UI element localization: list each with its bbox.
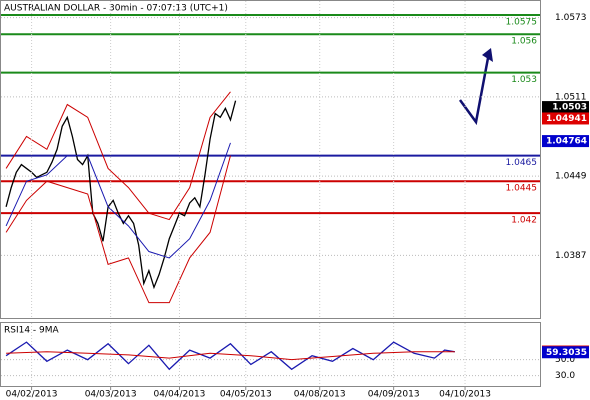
y-tick-label: 50.0 [555,355,575,365]
price-marker-label: 1.04941 [546,114,587,124]
price-marker [542,135,589,148]
series-line [5,100,237,290]
level-label: 1.0445 [506,184,538,194]
level-label: 1.042 [511,216,537,226]
x-tick-label: 04/09/2013 [368,390,420,400]
series-line [6,351,455,361]
x-tick-label: 04/02/2013 [6,390,58,400]
arrow-head [482,48,493,62]
y-tick-label: 1.0449 [555,172,587,182]
chart-title: AUSTRALIAN DOLLAR - 30min - 07:07:13 (UT… [4,4,228,14]
level-label: 1.053 [511,75,537,85]
y-tick-label: 1.0573 [555,13,587,23]
price-marker [542,346,589,359]
y-tick-label: 30.0 [555,371,575,381]
rsi-panel [0,322,541,387]
x-tick-label: 04/05/2013 [220,390,272,400]
x-tick-label: 04/10/2013 [439,390,491,400]
series-line [5,142,231,259]
price-marker-label: 1.0503 [552,103,587,113]
rsi-title: RSI14 - 9MA [4,326,60,336]
y-tick-label: 1.0511 [555,92,587,102]
x-tick-label: 04/04/2013 [154,390,206,400]
y-tick-label: 1.0387 [555,251,587,261]
price-marker [542,112,589,125]
series-line [5,91,231,221]
price-marker-label: 59.3035 [546,348,587,358]
price-marker [542,101,589,114]
price-panel [0,0,541,319]
series-line [5,155,231,304]
x-tick-label: 04/08/2013 [294,390,346,400]
level-label: 1.0575 [506,18,538,28]
level-label: 1.056 [511,37,537,47]
series-line [5,341,455,371]
forecast-arrow [458,57,490,126]
price-marker-label: 1.04764 [546,137,587,147]
x-tick-label: 04/03/2013 [85,390,137,400]
level-label: 1.0465 [506,158,538,168]
